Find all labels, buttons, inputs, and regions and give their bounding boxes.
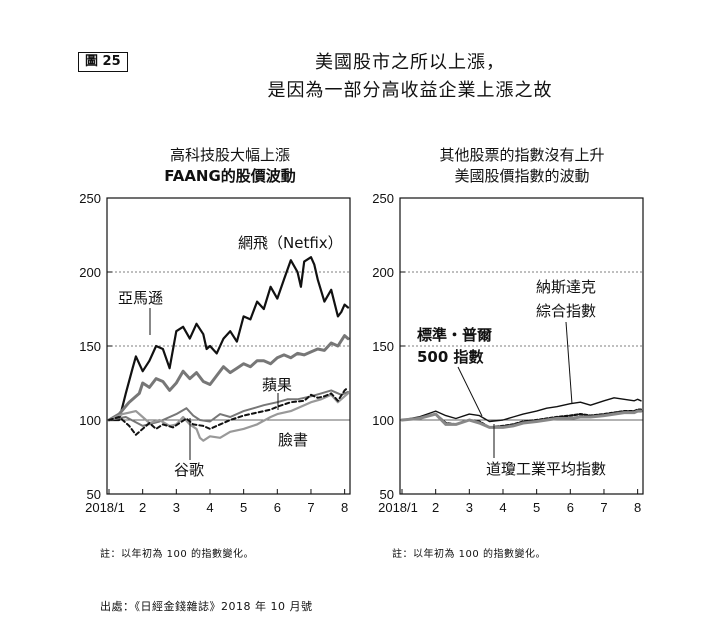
left-series-line-3 (107, 392, 350, 442)
right-plot-frame (399, 197, 644, 495)
left-note: 註：以年初為 100 的指數變化。 (100, 549, 254, 560)
annotation-nasdaq-line2: 綜合指數 (536, 302, 596, 320)
annotation-sp500-leader (457, 366, 483, 417)
right-x-tick-label: 6 (567, 500, 574, 515)
figure-label: 圖 25 (78, 52, 128, 72)
left-series-line-1 (107, 334, 350, 422)
left-y-tick-label: 100 (79, 413, 101, 428)
left-y-tick-label: 200 (79, 265, 101, 280)
right-title-line2: 美國股價指數的波動 (454, 167, 590, 185)
left-x-tick-label: 3 (173, 500, 180, 515)
right-x-tick-label: 4 (499, 500, 506, 515)
right-y-tick-label: 200 (372, 265, 394, 280)
right-x-tick-label: 7 (600, 500, 607, 515)
left-title-line1: 高科技股大幅上漲 (169, 146, 290, 164)
annotation-google: 谷歌 (174, 461, 204, 479)
right-series-line-0 (401, 397, 642, 423)
left-y-tick-label: 250 (79, 191, 101, 206)
right-x-tick-label: 2018/1 (378, 500, 418, 515)
left-title-line2: FAANG的股價波動 (164, 167, 296, 185)
annotation-sp500-line1: 標準・普爾 (417, 326, 492, 344)
right-chart: 50 100 150 200 250 2018/1 2 3 4 5 6 7 8 (372, 191, 644, 515)
left-series-line-0 (107, 256, 350, 422)
right-y-tick-label: 250 (372, 191, 394, 206)
right-chart-title: 其他股票的指數沒有上升 美國股價指數的波動 (392, 145, 652, 187)
source-note: 出處：《日經金錢雜誌》2018 年 10 月號 (100, 600, 313, 613)
left-chart-title: 高科技股大幅上漲 FAANG的股價波動 (100, 145, 360, 187)
left-chart: 50 100 150 200 250 2018/1 2 3 4 5 6 7 8 (79, 191, 351, 515)
right-x-tick-label: 5 (533, 500, 540, 515)
right-y-tick-label: 50 (380, 487, 394, 502)
annotation-nasdaq-leader (565, 321, 573, 405)
annotation-netflix: 網飛（Netfix） (238, 234, 343, 252)
main-title-line2: 是因為一部分高收益企業上漲之故 (267, 80, 553, 101)
left-plot-frame (106, 197, 351, 495)
annotation-nasdaq-line1: 納斯達克 (536, 278, 596, 296)
right-x-tick-label: 2 (432, 500, 439, 515)
left-x-tick-label: 2018/1 (85, 500, 125, 515)
left-x-tick-label: 7 (307, 500, 314, 515)
annotation-apple: 蘋果 (262, 376, 292, 394)
main-title-line1: 美國股市之所以上漲， (315, 52, 505, 73)
right-note: 註：以年初為 100 的指數變化。 (392, 549, 546, 560)
right-series-line-2 (400, 409, 643, 429)
right-title-line1: 其他股票的指數沒有上升 (439, 146, 605, 164)
annotation-dow: 道瓊工業平均指數 (486, 460, 606, 478)
right-x-tick-label: 3 (466, 500, 473, 515)
left-x-tick-label: 5 (240, 500, 247, 515)
right-y-tick-label: 100 (372, 413, 394, 428)
right-y-tick-label: 150 (372, 339, 394, 354)
left-y-tick-label: 50 (87, 487, 101, 502)
annotation-facebook: 臉書 (278, 431, 308, 449)
left-x-tick-label: 6 (274, 500, 281, 515)
left-x-tick-label: 4 (206, 500, 213, 515)
annotation-sp500-line2: 500 指數 (417, 348, 484, 366)
right-x-tick-label: 8 (634, 500, 641, 515)
left-series-line-4 (108, 386, 349, 436)
annotation-amazon: 亞馬遜 (118, 289, 163, 307)
left-x-tick-label: 8 (341, 500, 348, 515)
left-series-line-2 (108, 389, 349, 427)
left-x-tick-label: 2 (139, 500, 146, 515)
left-y-tick-label: 150 (79, 339, 101, 354)
